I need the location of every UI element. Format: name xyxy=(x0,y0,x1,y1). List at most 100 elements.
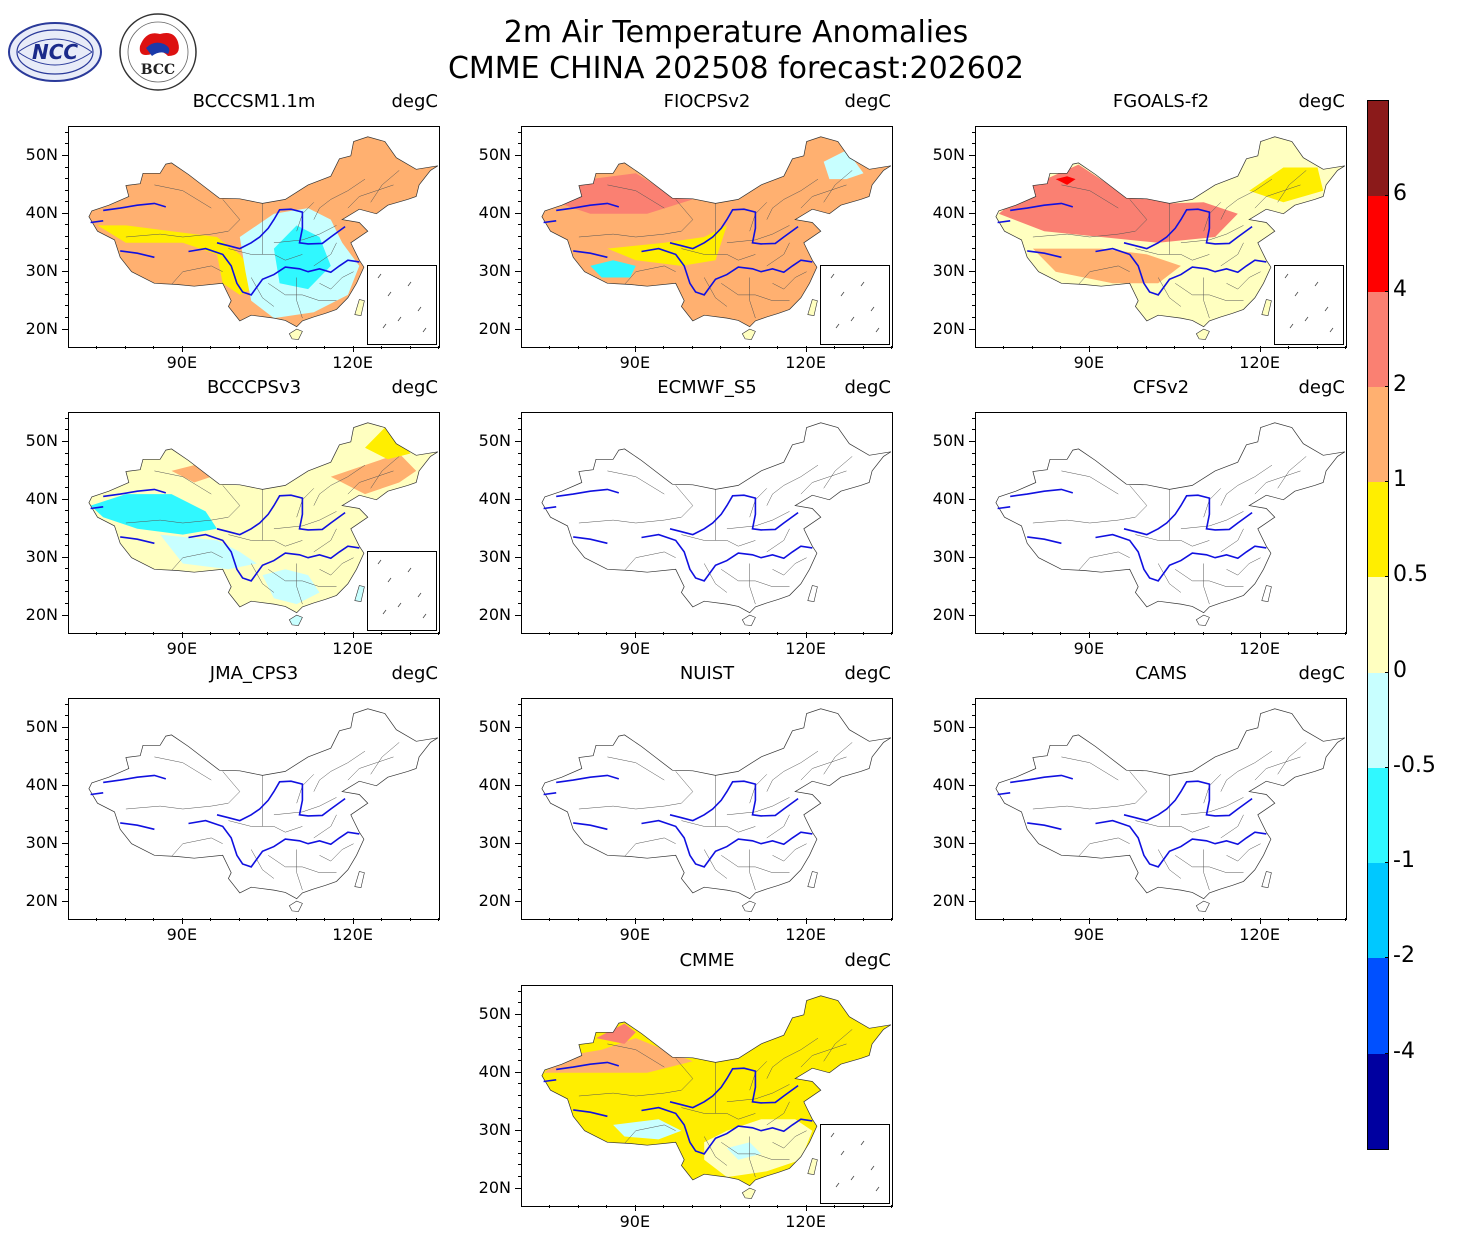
anomaly-region xyxy=(1032,248,1181,284)
y-tick-label: 20N xyxy=(478,604,511,624)
province-boundary xyxy=(273,797,337,816)
x-minor-tick xyxy=(634,1205,636,1208)
ncc-logo-text: NCC xyxy=(32,40,78,64)
y-minor-tick xyxy=(65,452,68,454)
y-minor-tick xyxy=(972,900,975,902)
x-minor-tick xyxy=(153,632,155,635)
province-boundary xyxy=(1078,265,1130,285)
island xyxy=(741,614,756,626)
y-minor-tick xyxy=(65,831,68,833)
province-boundary xyxy=(772,271,807,290)
chart-title: 2m Air Temperature Anomalies xyxy=(503,15,969,50)
river xyxy=(543,506,557,510)
y-minor-tick xyxy=(65,877,68,879)
river xyxy=(573,1109,608,1118)
island xyxy=(354,299,365,317)
colorbar-tick xyxy=(1385,957,1389,959)
island xyxy=(741,900,756,912)
bcc-logo: BCC xyxy=(119,13,197,91)
province-boundary xyxy=(1078,551,1130,571)
china-map xyxy=(995,136,1346,340)
y-minor-tick xyxy=(518,1013,521,1015)
y-minor-tick xyxy=(518,1037,521,1039)
y-tick-label: 30N xyxy=(478,260,511,280)
ncc-logo: NCC xyxy=(8,22,102,82)
province-boundary xyxy=(800,184,847,209)
province-boundary xyxy=(313,464,366,506)
y-minor-tick xyxy=(518,877,521,879)
x-tick-label: 120E xyxy=(785,1212,826,1231)
x-minor-tick xyxy=(381,632,383,635)
china-outline xyxy=(88,136,439,328)
y-minor-tick xyxy=(518,556,521,558)
province-boundary xyxy=(1220,528,1244,553)
province-boundary xyxy=(1157,563,1182,593)
y-minor-tick xyxy=(65,224,68,226)
x-minor-tick xyxy=(409,918,411,921)
river xyxy=(1095,819,1267,868)
x-minor-tick xyxy=(1145,632,1147,635)
colorbar-segment xyxy=(1368,101,1388,197)
anomaly-region xyxy=(823,150,864,180)
y-minor-tick xyxy=(65,545,68,547)
y-minor-tick xyxy=(65,796,68,798)
province-boundary xyxy=(766,1101,790,1126)
x-tick-label: 120E xyxy=(332,353,373,372)
y-minor-tick xyxy=(65,773,68,775)
province-boundary xyxy=(1203,488,1221,518)
y-tick-label: 30N xyxy=(478,1119,511,1139)
y-minor-tick xyxy=(972,726,975,728)
river xyxy=(556,202,620,212)
panel-unit: degC xyxy=(1298,377,1346,398)
x-minor-tick xyxy=(1088,632,1090,635)
y-minor-tick xyxy=(65,189,68,191)
y-minor-tick xyxy=(518,808,521,809)
y-minor-tick xyxy=(518,1025,521,1027)
river xyxy=(120,536,155,545)
y-minor-tick xyxy=(518,1083,521,1085)
y-minor-tick xyxy=(972,487,975,489)
province-boundary xyxy=(228,248,303,261)
island-mark xyxy=(1304,316,1309,322)
y-minor-tick xyxy=(518,603,521,605)
province-boundary xyxy=(268,855,337,873)
x-minor-tick xyxy=(1088,918,1090,921)
y-minor-tick xyxy=(65,201,68,203)
x-tick xyxy=(181,346,183,352)
island-mark xyxy=(382,609,387,615)
island xyxy=(1261,299,1272,317)
colorbar xyxy=(1367,100,1389,1150)
province-boundary xyxy=(1180,225,1244,244)
province-boundary xyxy=(1129,199,1148,232)
x-tick xyxy=(1259,632,1261,638)
anomaly-region xyxy=(613,1119,682,1140)
panel-title: ECMWF_S5 xyxy=(657,377,757,398)
x-minor-tick xyxy=(891,632,892,635)
x-tick xyxy=(1088,918,1090,924)
map-panel: FGOALS-f2 degC 50N 40N 30N 20N 90E 120E xyxy=(925,91,1395,381)
x-tick xyxy=(1259,918,1261,924)
colorbar-segment xyxy=(1368,482,1388,578)
river xyxy=(641,1106,813,1155)
y-minor-tick xyxy=(972,750,975,752)
x-minor-tick xyxy=(1259,918,1261,921)
island xyxy=(1195,614,1210,626)
x-tick-label: 120E xyxy=(785,639,826,658)
y-minor-tick xyxy=(65,784,68,786)
colorbar-tick xyxy=(1385,195,1389,197)
y-minor-tick xyxy=(972,247,975,249)
river xyxy=(120,250,155,259)
province-boundary xyxy=(823,742,853,775)
island xyxy=(1261,871,1272,889)
island-mark xyxy=(830,273,835,279)
colorbar-segment xyxy=(1368,958,1388,1055)
x-minor-tick xyxy=(1174,632,1176,635)
anomaly-region xyxy=(607,225,727,266)
province-boundary xyxy=(1135,534,1210,547)
y-minor-tick xyxy=(972,224,975,226)
panel-unit: degC xyxy=(1298,663,1346,684)
x-minor-tick xyxy=(352,918,354,921)
x-tick xyxy=(181,632,183,638)
river xyxy=(556,488,620,498)
y-minor-tick xyxy=(65,533,68,535)
